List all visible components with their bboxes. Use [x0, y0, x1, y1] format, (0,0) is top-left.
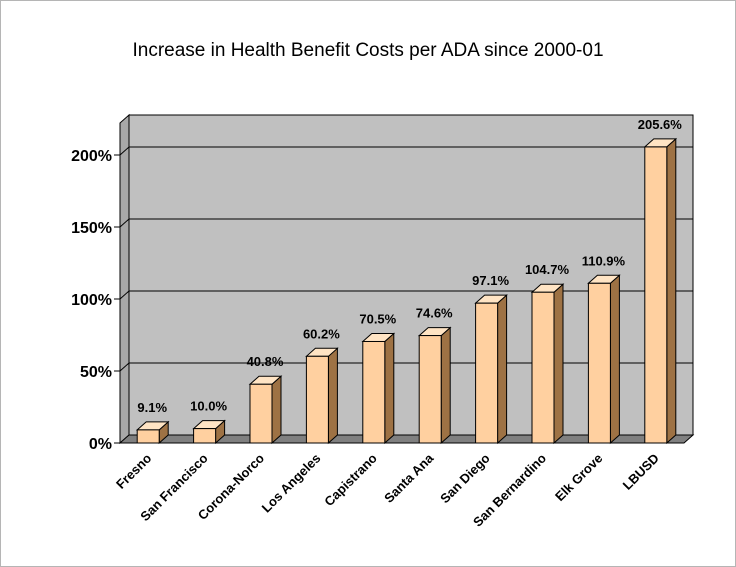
- bar-side: [440, 326, 451, 445]
- x-tick-label: Los Angeles: [259, 451, 324, 516]
- bar: [362, 340, 386, 444]
- data-label: 10.0%: [190, 399, 227, 414]
- gridline-depth: [119, 218, 130, 228]
- bar-side: [497, 294, 508, 445]
- bar: [193, 428, 217, 444]
- gridline-depth: [119, 362, 130, 372]
- x-tick-label: Capistrano: [321, 450, 380, 509]
- x-tick-label: Fresno: [113, 450, 154, 491]
- bar-side: [271, 375, 282, 445]
- y-tick-label: 150%: [71, 220, 112, 237]
- y-tick-label: 100%: [71, 292, 112, 309]
- data-label: 97.1%: [472, 273, 509, 288]
- bar-side: [609, 274, 620, 445]
- gridline-depth: [119, 146, 130, 156]
- y-tick-label: 200%: [71, 148, 112, 165]
- bar: [475, 302, 499, 444]
- bar: [136, 429, 160, 444]
- bar: [587, 282, 611, 444]
- x-tick-label: Santa Ana: [381, 450, 437, 506]
- y-tick-label: 50%: [80, 364, 112, 381]
- bar-side: [666, 137, 677, 445]
- data-label: 74.6%: [416, 306, 453, 321]
- data-label: 104.7%: [525, 262, 570, 277]
- data-label: 9.1%: [137, 400, 167, 415]
- data-label: 60.2%: [303, 326, 340, 341]
- data-label: 205.6%: [638, 117, 683, 132]
- plot-left-wall: [119, 113, 130, 445]
- bar: [249, 383, 273, 444]
- bar-side: [327, 347, 338, 445]
- x-tick-label: Elk Grove: [552, 451, 606, 505]
- data-label: 110.9%: [582, 253, 626, 268]
- bar: [418, 335, 442, 444]
- y-tick-label: 0%: [89, 436, 112, 453]
- gridline-depth: [119, 290, 130, 300]
- bar: [531, 291, 555, 444]
- bar: [305, 355, 329, 444]
- data-label: 70.5%: [359, 311, 396, 326]
- chart-title: Increase in Health Benefit Costs per ADA…: [132, 40, 604, 61]
- x-tick-label: LBUSD: [620, 451, 662, 493]
- bar: [644, 146, 668, 444]
- x-tick-label: San Diego: [437, 450, 493, 506]
- data-label: 40.8%: [247, 354, 284, 369]
- bar-side: [553, 283, 564, 445]
- bar-side: [384, 332, 395, 445]
